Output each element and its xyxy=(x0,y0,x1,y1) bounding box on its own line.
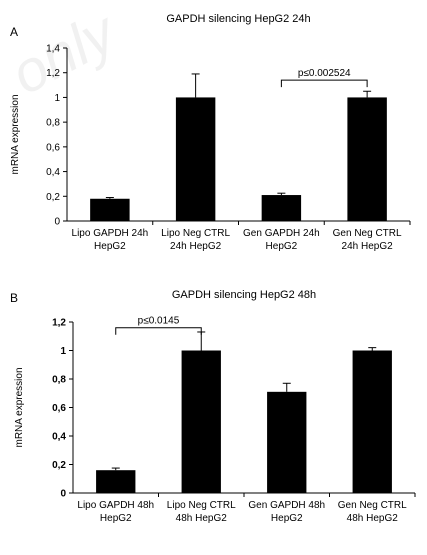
chart2-bar xyxy=(96,470,136,493)
chart2-y-tick-label: 0,8 xyxy=(52,375,66,386)
chart1-category-label: Gen GAPDH 24h xyxy=(243,228,320,239)
chart1-y-tick-label: 1 xyxy=(54,93,60,104)
chart2-y-tick-label: 0,6 xyxy=(52,403,66,414)
chart2-bar xyxy=(181,350,221,493)
chart1-y-axis-label: mRNA expression xyxy=(10,94,21,174)
chart1-category-label: Lipo GAPDH 24h xyxy=(72,228,149,239)
chart2-title: GAPDH silencing HepG2 48h xyxy=(172,289,316,301)
chart2-category-label: HepG2 xyxy=(271,513,303,524)
chart1-panel-label: A xyxy=(10,25,18,39)
chart2-y-tick-label: 0 xyxy=(60,489,66,500)
chart2-y-axis-label: mRNA expression xyxy=(14,367,25,447)
chart2-category-label: HepG2 xyxy=(100,513,132,524)
chart1-significance-label: p≤0.002524 xyxy=(298,68,351,79)
chart1-title: GAPDH silencing HepG2 24h xyxy=(166,13,310,25)
chart1-y-tick-label: 0,8 xyxy=(46,118,60,129)
chart2-bar xyxy=(352,350,392,493)
chart2-category-label: Gen GAPDH 48h xyxy=(248,500,325,511)
chart1-category-label: Lipo Neg CTRL xyxy=(161,228,230,239)
chart1-y-tick-label: 0,2 xyxy=(46,192,60,203)
chart1-category-label: 24h HepG2 xyxy=(170,241,222,252)
chart2-category-label: Gen Neg CTRL xyxy=(338,500,407,511)
chart1-category-label: HepG2 xyxy=(266,241,298,252)
chart2-y-tick-label: 0,4 xyxy=(52,432,66,443)
chart1-y-tick-label: 0,4 xyxy=(46,167,60,178)
chart2-y-tick-label: 0,2 xyxy=(52,460,66,471)
chart2-y-tick-label: 1,2 xyxy=(52,318,66,329)
chart2-category-label: Lipo GAPDH 48h xyxy=(77,500,154,511)
chart2-bar xyxy=(267,391,307,493)
chart1-significance-bracket xyxy=(280,79,368,88)
chart2-y-tick-label: 1 xyxy=(60,346,66,357)
chart2-significance-label: p≤0.0145 xyxy=(138,316,180,327)
chart2-category-label: Lipo Neg CTRL xyxy=(167,500,236,511)
chart2-significance-bracket xyxy=(115,327,202,335)
chart1-bar xyxy=(347,97,387,221)
chart1-y-tick-label: 1,4 xyxy=(46,44,60,55)
chart1-y-tick-label: 0 xyxy=(54,217,60,228)
chart1-bar xyxy=(175,97,216,221)
chart1-category-label: Gen Neg CTRL xyxy=(333,228,402,239)
chart2-category-label: 48h HepG2 xyxy=(176,513,228,524)
chart1-y-tick-label: 1,2 xyxy=(46,68,60,79)
chart1-bar xyxy=(261,195,302,221)
chart1-bar xyxy=(90,198,130,221)
chart1-category-label: 24h HepG2 xyxy=(342,241,394,252)
chart1-y-tick-label: 0,6 xyxy=(46,142,60,153)
chart2-category-label: 48h HepG2 xyxy=(347,513,399,524)
chart1-category-label: HepG2 xyxy=(94,241,126,252)
chart2-panel-label: B xyxy=(10,291,18,305)
